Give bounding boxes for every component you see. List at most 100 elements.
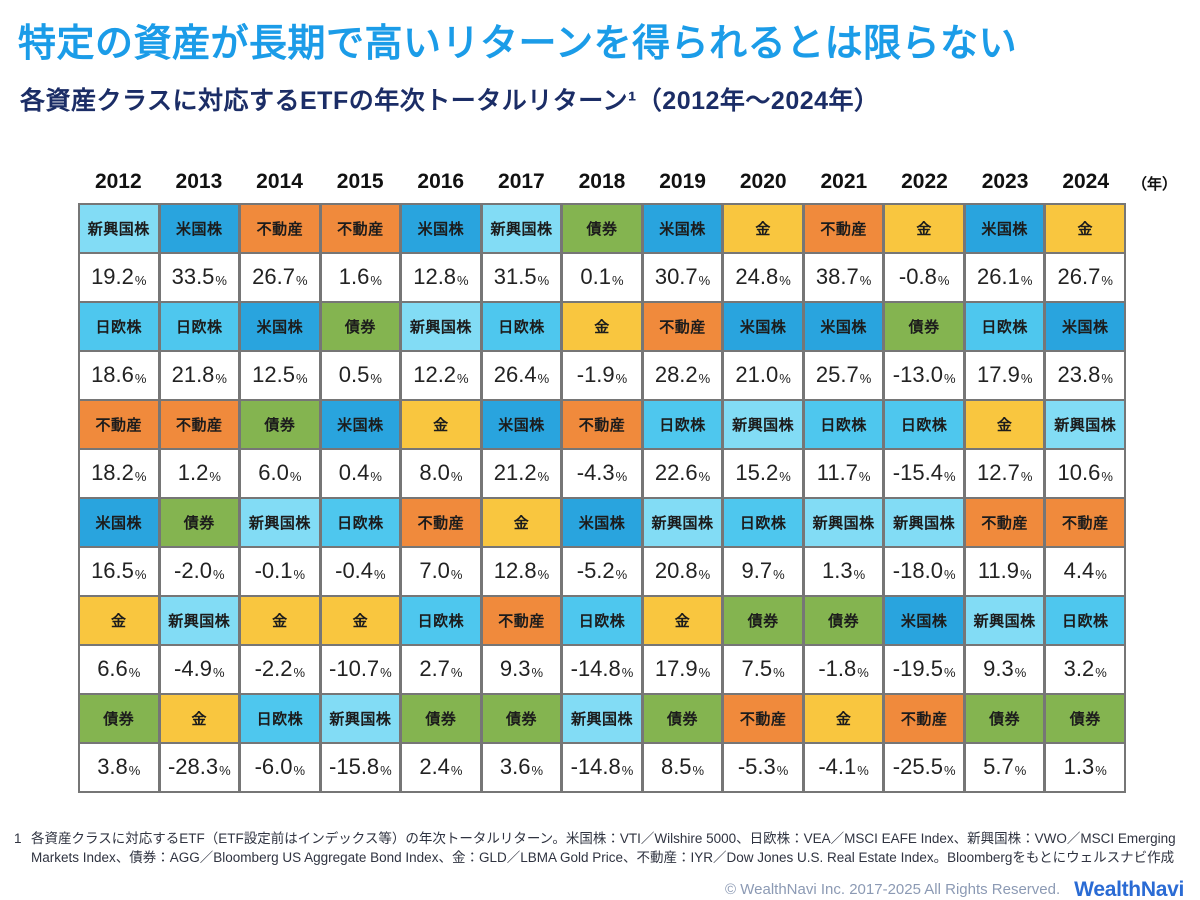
asset-label-cell: 不動産 (804, 204, 883, 252)
return-value-cell: 17.9% (643, 645, 722, 693)
asset-label-cell: 不動産 (1046, 498, 1124, 546)
percent-sign: % (450, 763, 463, 779)
asset-label-cell: 米国株 (804, 302, 883, 350)
percent-sign: % (537, 371, 550, 387)
footnote-line-2: Markets Index、債券：AGG／Bloomberg US Aggreg… (31, 850, 1175, 866)
return-value: 11.7 (816, 460, 858, 486)
return-value: 11.9 (977, 558, 1019, 584)
return-value-cell: 7.0% (402, 547, 480, 595)
return-value: 1.2 (177, 460, 209, 486)
return-value: 12.8 (493, 558, 537, 584)
return-value: -0.1 (254, 558, 293, 584)
return-value: 10.6 (1057, 460, 1101, 486)
return-value: 4.4 (1063, 558, 1095, 584)
return-value: 1.3 (1063, 754, 1095, 780)
asset-label-cell: 米国株 (402, 204, 480, 252)
percent-sign: % (370, 371, 382, 387)
return-value-cell: -5.3% (724, 743, 802, 791)
return-value: -4.1 (818, 754, 857, 780)
year-axis: 2012 2013 2014 2015 2016 2017 2018 2019 2020 2021… (78, 167, 1177, 197)
percent-sign: % (1020, 469, 1033, 485)
return-value-cell: -14.8% (563, 743, 641, 791)
copyright-text: © WealthNavi Inc. 2017-2025 All Rights R… (725, 881, 1061, 899)
asset-label-cell: 新興国株 (563, 694, 641, 742)
footnote-marker: 1 (14, 830, 22, 846)
year-label: 2015 (336, 169, 384, 193)
asset-label-cell: 新興国株 (402, 302, 480, 350)
asset-label-cell: 新興国株 (80, 204, 158, 252)
return-value: 0.5 (338, 362, 370, 388)
asset-label-cell: 米国株 (885, 596, 963, 644)
asset-label-cell: 金 (885, 204, 963, 252)
return-value-cell: 3.6% (482, 743, 561, 791)
percent-sign: % (857, 665, 869, 681)
return-value: 7.0 (419, 558, 450, 584)
percent-sign: % (1095, 665, 1107, 681)
return-value-cell: 1.2% (160, 449, 239, 497)
page-subtitle: 各資産クラスに対応するETFの年次トータルリターン¹（2012年～2024年） (20, 86, 880, 115)
return-value-cell: 28.2% (643, 351, 722, 399)
return-value: 28.2 (654, 362, 698, 388)
return-value-cell: 22.6% (643, 449, 722, 497)
asset-label-cell: 新興国株 (241, 498, 319, 546)
return-value-cell: 1.6% (321, 253, 400, 301)
year-label: 2021 (820, 169, 868, 193)
percent-sign: % (293, 763, 306, 779)
returns-table: 新興国株 米国株 不動産 不動産 米国株 新興国株 債券 米国株金不動産金米国株金 19.2% 3… (78, 202, 1126, 793)
percent-sign: % (937, 273, 950, 289)
percent-sign: % (380, 763, 392, 779)
percent-sign: % (537, 469, 550, 485)
asset-label-cell: 債券 (563, 204, 641, 252)
return-value: 0.4 (338, 460, 370, 486)
asset-label-cell: 不動産 (885, 694, 963, 742)
return-value-cell: 9.3% (965, 645, 1044, 693)
percent-sign: % (1020, 567, 1032, 583)
return-value-cell: -10.7% (321, 645, 400, 693)
percent-sign: % (457, 371, 469, 387)
footnote: 1 各資産クラスに対応するETF（ETF設定前はインデックス等）の年次トータルリ… (14, 829, 1186, 868)
asset-label-cell: 債券 (885, 302, 963, 350)
return-value: 6.6 (97, 656, 128, 682)
year-label: 2023 (981, 169, 1029, 193)
return-value-cell: 3.2% (1046, 645, 1124, 693)
return-value-cell: 2.7% (402, 645, 480, 693)
asset-label-cell: 債券 (965, 694, 1044, 742)
return-value: -13.0 (892, 362, 943, 388)
percent-sign: % (1095, 567, 1107, 583)
return-value: 21.2 (493, 460, 537, 486)
return-value: 9.3 (499, 656, 531, 682)
return-value-cell: 6.6% (80, 645, 158, 693)
return-value: 33.5 (171, 264, 215, 290)
percent-sign: % (943, 371, 956, 387)
percent-sign: % (853, 567, 866, 583)
return-value: 21.0 (735, 362, 779, 388)
return-value-cell: -4.1% (804, 743, 883, 791)
return-value: -6.0 (254, 754, 293, 780)
return-value-cell: 23.8% (1046, 351, 1124, 399)
percent-sign: % (615, 469, 628, 485)
percent-sign: % (1014, 665, 1027, 681)
return-value: 20.8 (654, 558, 698, 584)
percent-sign: % (295, 371, 308, 387)
return-value: -1.8 (818, 656, 857, 682)
asset-label-cell: 日欧株 (482, 302, 561, 350)
return-value-cell: -15.8% (321, 743, 400, 791)
asset-label-cell: 日欧株 (80, 302, 158, 350)
asset-label-cell: 不動産 (241, 204, 319, 252)
asset-label-cell: 不動産 (563, 400, 641, 448)
return-value: 26.7 (1057, 264, 1101, 290)
asset-label-cell: 日欧株 (1046, 596, 1124, 644)
return-value-cell: 21.8% (160, 351, 239, 399)
asset-label-cell: 金 (643, 596, 722, 644)
asset-label-cell: 米国株 (160, 204, 239, 252)
percent-sign: % (209, 469, 221, 485)
asset-label-cell: 新興国株 (482, 204, 561, 252)
return-value-cell: -14.8% (563, 645, 641, 693)
asset-label-cell: 金 (804, 694, 883, 742)
return-value: -4.3 (576, 460, 615, 486)
return-value-cell: 11.7% (804, 449, 883, 497)
return-value: -10.7 (329, 656, 380, 682)
return-value-cell: -1.8% (804, 645, 883, 693)
asset-label-cell: 金 (321, 596, 400, 644)
return-value-cell: 11.9% (965, 547, 1044, 595)
